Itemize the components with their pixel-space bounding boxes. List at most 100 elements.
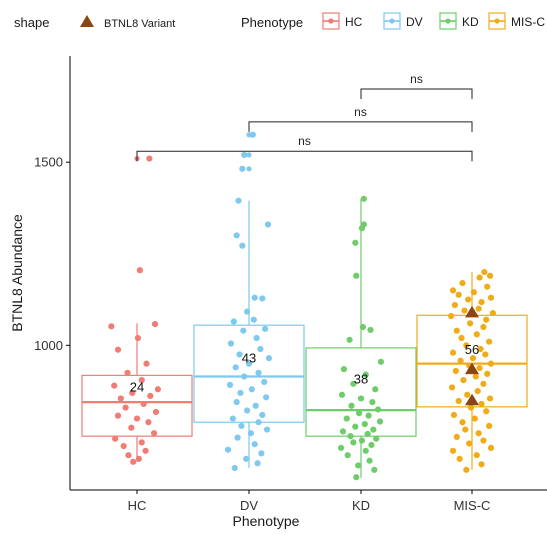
variant-triangle-MIS-C-0 [465, 305, 479, 318]
point-HC-11 [129, 389, 136, 397]
point-DV-21 [255, 369, 262, 376]
point-MIS-C-31 [476, 364, 483, 372]
point-DV-35 [263, 426, 271, 433]
point-DV-43 [231, 464, 238, 472]
point-MIS-C-55 [449, 447, 457, 454]
point-KD-18 [356, 409, 363, 417]
box-HC [81, 374, 193, 437]
legend-key-label-HC: HC [345, 15, 363, 29]
series-KD: 38 [305, 195, 417, 481]
point-MIS-C-7 [455, 291, 462, 298]
point-KD-13 [338, 391, 346, 398]
point-KD-0 [360, 195, 367, 202]
point-KD-31 [368, 441, 375, 449]
point-MIS-C-36 [480, 380, 487, 387]
point-MIS-C-45 [450, 411, 458, 419]
point-KD-34 [344, 452, 351, 459]
point-MIS-C-1 [486, 272, 494, 279]
comparison-bracket-HC-MIS-C [136, 150, 473, 162]
box-DV [193, 324, 305, 423]
point-MIS-C-12 [475, 305, 482, 312]
point-MIS-C-32 [452, 367, 459, 375]
point-MIS-C-20 [473, 331, 480, 338]
point-MIS-C-37 [448, 384, 456, 391]
point-MIS-C-47 [459, 419, 466, 426]
point-KD-17 [375, 406, 382, 413]
point-HC-15 [122, 404, 129, 411]
comparison-bracket-KD-MIS-C [360, 88, 473, 99]
point-KD-8 [377, 358, 385, 365]
point-MIS-C-59 [463, 466, 470, 473]
point-KD-22 [361, 420, 368, 428]
point-MIS-C-35 [460, 377, 467, 384]
point-HC-18 [133, 415, 141, 422]
point-DV-18 [265, 355, 273, 362]
point-HC-23 [138, 439, 145, 446]
point-DV-28 [233, 399, 240, 406]
point-MIS-C-24 [477, 345, 484, 353]
point-KD-16 [348, 402, 355, 409]
plot-area: 24 43 38 56 1000 1500 HC DV KD MIS-C ns ns ns [34, 56, 547, 513]
x-tick-label-KD: KD [352, 498, 370, 513]
legend-key-label-KD: KD [462, 15, 479, 29]
point-KD-32 [337, 444, 345, 451]
count-label-DV: 43 [242, 350, 256, 365]
point-MIS-C-46 [471, 415, 478, 422]
point-HC-1 [136, 267, 143, 274]
comparison-label-DV-MIS-C: ns [354, 105, 367, 119]
point-MIS-C-19 [453, 327, 460, 334]
y-tick-label-1500: 1500 [34, 155, 63, 170]
legend-key-KD: KD [439, 12, 479, 30]
point-KD-21 [376, 418, 384, 425]
point-MIS-C-33 [484, 370, 491, 378]
point-DV-7 [251, 294, 258, 301]
point-HC-22 [112, 435, 119, 442]
point-KD-20 [343, 415, 350, 422]
point-DV-17 [236, 351, 243, 358]
point-DV-13 [240, 327, 247, 334]
point-DV-14 [253, 334, 260, 342]
point-DV-27 [263, 394, 270, 401]
point-DV-1 [241, 151, 248, 158]
point-MIS-C-34 [472, 373, 479, 380]
y-axis-title: BTNL8 Abundance [9, 214, 25, 332]
legend-key-HC: HC [322, 12, 363, 30]
x-tick-label-HC: HC [128, 498, 147, 513]
point-HC-27 [135, 455, 142, 462]
point-DV-33 [255, 419, 262, 426]
point-HC-9 [111, 382, 118, 389]
point-KD-7 [346, 336, 353, 343]
point-MIS-C-26 [482, 351, 489, 358]
point-DV-20 [232, 364, 239, 371]
point-DV-38 [251, 441, 258, 448]
point-HC-6 [143, 360, 150, 367]
point-HC-28 [130, 458, 137, 465]
count-label-MIS-C: 56 [465, 342, 479, 357]
point-HC-14 [140, 400, 147, 408]
count-label-HC: 24 [130, 380, 144, 395]
point-MIS-C-42 [478, 400, 485, 408]
point-MIS-C-54 [487, 444, 495, 451]
box-KD [305, 347, 417, 437]
point-KD-10 [362, 371, 369, 378]
point-KD-3 [360, 221, 367, 228]
point-MIS-C-51 [453, 433, 460, 440]
point-KD-37 [371, 466, 378, 473]
point-MIS-C-5 [449, 287, 457, 294]
point-HC-17 [114, 412, 122, 419]
legend-key-dot-HC [328, 18, 334, 24]
point-MIS-C-2 [476, 274, 483, 281]
point-DV-19 [245, 360, 253, 367]
outlier-DV-1 [246, 152, 252, 158]
point-DV-9 [244, 308, 251, 315]
legend-variant-label: BTNL8 Variant [104, 18, 175, 30]
point-HC-8 [138, 377, 145, 384]
point-MIS-C-10 [478, 299, 485, 306]
point-DV-16 [257, 345, 264, 353]
point-KD-23 [352, 423, 359, 430]
point-HC-5 [114, 346, 122, 353]
point-DV-0 [249, 131, 256, 138]
point-KD-28 [373, 435, 380, 442]
comparison-bracket-DV-MIS-C [248, 121, 473, 132]
